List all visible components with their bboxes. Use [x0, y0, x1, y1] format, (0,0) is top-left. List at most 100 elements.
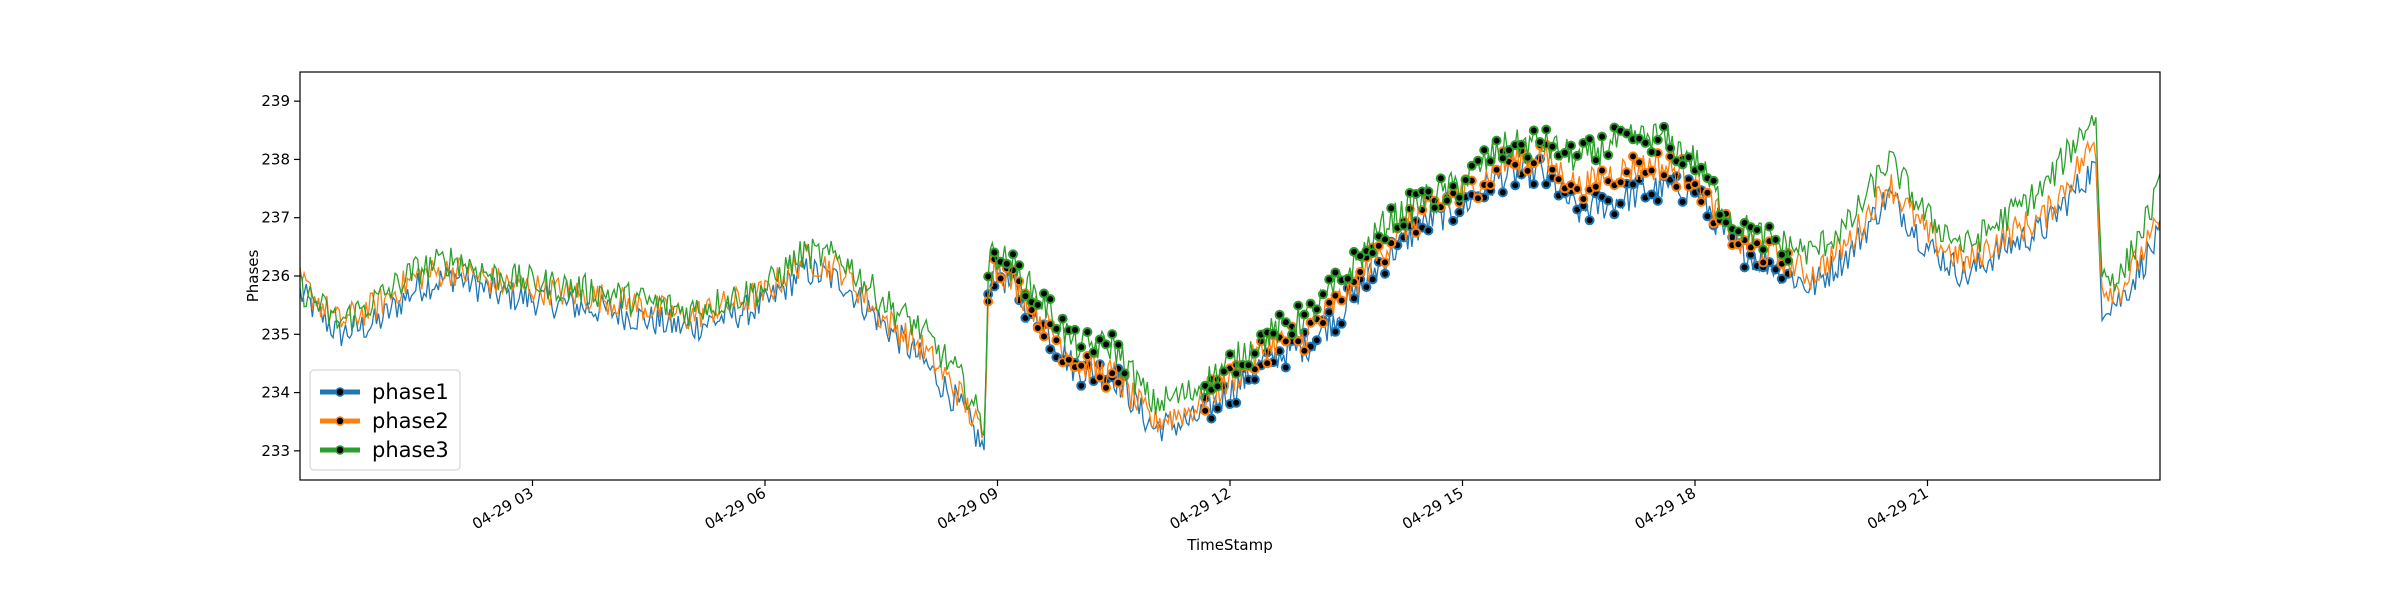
data-point [1435, 173, 1446, 184]
data-point [1448, 181, 1459, 192]
data-point [1454, 207, 1465, 218]
data-point [1001, 258, 1012, 269]
data-point [1597, 131, 1607, 142]
data-point [1776, 249, 1787, 260]
data-point [1101, 382, 1111, 393]
series-layer [299, 115, 2161, 451]
data-point [1380, 268, 1390, 279]
data-point [1783, 255, 1793, 266]
data-point [1014, 276, 1025, 287]
data-point [1119, 368, 1130, 379]
data-point [1535, 137, 1545, 147]
data-point [1566, 140, 1576, 151]
data-point [1578, 194, 1589, 204]
data-point [1590, 181, 1601, 192]
data-point [1646, 189, 1657, 200]
data-point [1646, 165, 1657, 176]
data-point [1634, 157, 1645, 168]
data-point [1429, 202, 1440, 213]
data-point [1262, 358, 1273, 369]
data-point [1212, 403, 1223, 414]
x-axis: 04-29 03 04-29 06 04-29 09 04-29 12 04-29 15… [469, 480, 1932, 533]
data-point [1299, 309, 1310, 320]
data-point [1380, 257, 1390, 268]
x-tick-label: 04-29 03 [469, 484, 536, 533]
data-point [1597, 165, 1607, 176]
data-point [1665, 143, 1676, 153]
data-point [1380, 234, 1390, 245]
data-point [1615, 177, 1626, 188]
data-point [1497, 153, 1508, 164]
data-point [1045, 344, 1056, 355]
data-point [1609, 209, 1620, 220]
data-point [1076, 380, 1087, 391]
data-point [983, 271, 994, 282]
x-tick-label: 04-29 06 [702, 484, 769, 533]
data-point [1088, 347, 1099, 358]
data-point [1051, 323, 1062, 334]
y-axis-label: Phases [244, 250, 262, 303]
data-point [1225, 349, 1235, 360]
data-point [1032, 299, 1043, 310]
data-point [1094, 334, 1105, 345]
data-point [1739, 262, 1750, 273]
legend-box [309, 369, 461, 471]
data-point [1522, 165, 1533, 176]
data-point [1039, 288, 1049, 299]
data-point [1504, 145, 1514, 156]
data-point [1485, 180, 1496, 190]
data-point [1336, 295, 1347, 306]
data-point [1330, 267, 1341, 278]
data-point [1107, 329, 1118, 340]
data-point [1070, 324, 1080, 335]
x-axis-label: TimeStamp [1186, 536, 1272, 554]
data-point [1293, 300, 1304, 311]
data-point [1491, 164, 1502, 175]
data-point [1708, 175, 1719, 186]
data-point [1039, 331, 1049, 342]
data-point [1603, 150, 1614, 161]
data-point [1342, 273, 1353, 284]
data-point [1758, 257, 1769, 268]
data-point [989, 247, 1000, 258]
data-point [1318, 289, 1328, 300]
data-point [1584, 134, 1595, 145]
data-point [1280, 362, 1291, 373]
data-point [1733, 226, 1744, 237]
legend-label-phase2: phase2 [372, 409, 449, 433]
data-point [1063, 354, 1074, 365]
data-point [1231, 368, 1242, 379]
data-point [1702, 211, 1713, 222]
x-tick-label: 04-29 09 [934, 484, 1001, 533]
data-point [1076, 360, 1087, 371]
data-point [1398, 220, 1409, 231]
data-point [1776, 273, 1787, 284]
y-tick-label: 237 [261, 209, 290, 227]
data-point [1696, 196, 1707, 207]
data-point [1200, 405, 1211, 416]
data-point [1628, 151, 1638, 162]
data-point [1677, 159, 1688, 170]
data-point [1690, 179, 1700, 190]
data-point [1076, 342, 1087, 353]
data-point [1404, 203, 1415, 214]
data-point [1516, 139, 1527, 150]
data-point [1361, 282, 1372, 293]
data-point [1280, 336, 1291, 347]
data-point [1752, 224, 1762, 235]
y-tick-label: 233 [261, 442, 290, 460]
series-markers-phase3 [983, 121, 1793, 395]
y-tick-label: 238 [261, 150, 290, 168]
legend-marker [335, 387, 345, 397]
data-point [1206, 413, 1217, 424]
data-point [1714, 209, 1725, 220]
data-point [1373, 240, 1384, 251]
data-point [1113, 339, 1124, 350]
data-point [1485, 156, 1496, 167]
y-tick-label: 236 [261, 267, 290, 285]
data-point [1479, 145, 1490, 156]
data-point [1367, 248, 1378, 258]
data-point [1318, 318, 1328, 328]
x-tick-label: 04-29 12 [1167, 484, 1234, 533]
